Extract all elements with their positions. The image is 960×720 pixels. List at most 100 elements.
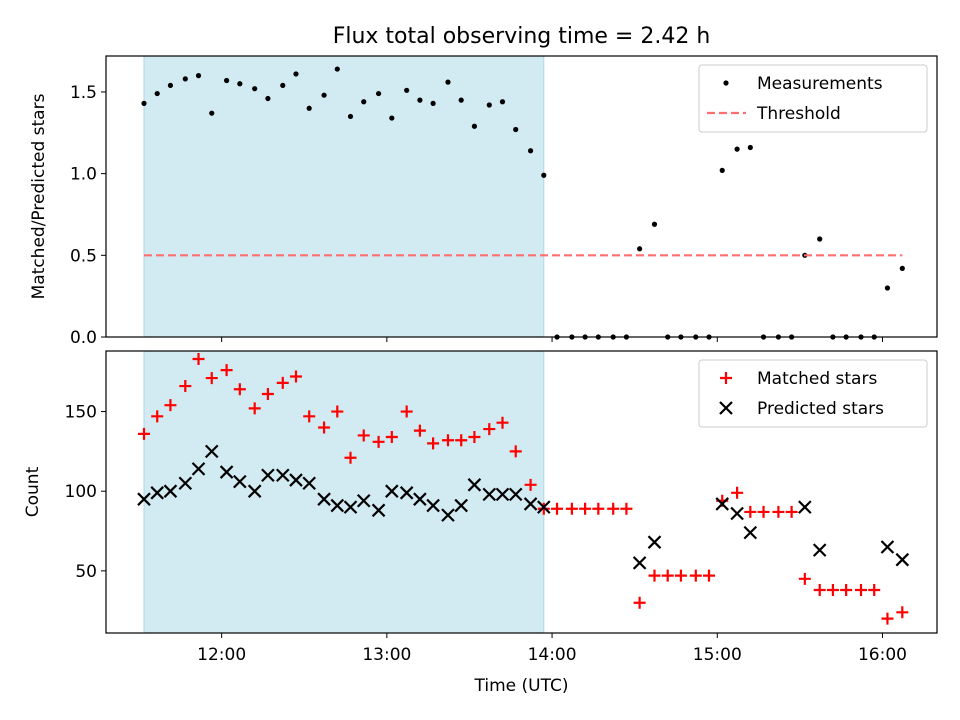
y-tick-label: 0.0: [70, 328, 97, 348]
measurements-point: [471, 123, 478, 129]
legend-box: [698, 359, 928, 428]
measurements-point: [404, 87, 410, 93]
predicted-stars-point: [413, 492, 427, 506]
predicted-stars-point: [330, 498, 345, 513]
measurements-point: [651, 221, 658, 227]
matched-stars-point: [868, 583, 881, 596]
measurements-point: [884, 285, 891, 291]
predicted-stars-point: [895, 552, 910, 567]
matched-stars-point: [151, 410, 164, 423]
measurements-point: [747, 144, 753, 151]
matched-stars-point: [413, 424, 426, 437]
predicted-stars-point: [730, 506, 744, 521]
x-tick-label: 13:00: [362, 645, 411, 665]
predicted-stars-point: [137, 492, 151, 506]
shaded-observing-interval: [143, 350, 545, 634]
legend-label: Threshold: [756, 104, 841, 124]
x-axis-label: Time (UTC): [474, 676, 569, 696]
matched-stars-point: [785, 505, 798, 518]
measurements-point: [237, 81, 243, 87]
y-axis-label: Count: [23, 466, 43, 517]
legend-box: [698, 64, 928, 133]
measurements-point: [334, 66, 340, 72]
matched-stars-point: [318, 421, 331, 434]
measurements-point: [361, 99, 367, 105]
predicted-stars-point: [191, 462, 206, 476]
measurements-point: [445, 79, 451, 85]
matched-stars-point: [551, 502, 564, 515]
predicted-stars-point: [343, 500, 358, 514]
matched-stars-point: [565, 502, 578, 515]
axes-frame: [105, 55, 938, 338]
predicted-stars-point: [356, 493, 371, 508]
y-tick-label: 50: [75, 562, 97, 582]
matched-stars-point: [731, 486, 744, 499]
predicted-stars-point: [880, 540, 895, 554]
axes-frame: [105, 350, 938, 634]
measurements-point: [899, 265, 905, 271]
measurements-point: [306, 105, 312, 111]
matched-stars-point: [840, 583, 853, 596]
legend-predicted-stars-swatch: [719, 401, 733, 415]
bottom-panel-count: 50 100 150 12:00 13:00 14:00 15:00 16:00 Count Ma…: [23, 350, 938, 665]
measurements-point: [417, 97, 423, 103]
y-tick-label: 150: [65, 403, 97, 423]
matched-stars-point: [826, 583, 839, 596]
measurements-point: [265, 95, 271, 102]
legend-label: Predicted stars: [757, 399, 884, 419]
legend-measurements-swatch: [723, 80, 729, 86]
measurements-point: [347, 113, 354, 120]
matched-stars-point: [233, 383, 246, 396]
matched-stars-point: [385, 431, 398, 444]
matched-stars-point: [468, 431, 481, 444]
legend: Measurements Threshold: [698, 64, 928, 133]
matched-stars-point: [689, 569, 702, 582]
predicted-stars-point: [715, 497, 730, 511]
matched-stars-point: [192, 352, 205, 365]
measurements-point: [719, 167, 725, 173]
matched-stars-point: [303, 410, 316, 423]
measurements-point: [817, 236, 823, 242]
measurements-point: [458, 97, 464, 103]
measurements-point: [293, 71, 299, 77]
predicted-stars-point: [385, 484, 399, 498]
predicted-stars-point: [508, 487, 523, 502]
measurements-point: [280, 82, 286, 89]
matched-stars-point: [483, 423, 496, 436]
predicted-stars-point: [426, 498, 440, 513]
matched-stars-point: [220, 364, 233, 377]
legend-label: Measurements: [757, 74, 883, 94]
matched-stars-point: [357, 429, 370, 442]
matched-stars-point: [592, 502, 605, 515]
predicted-stars-point: [812, 543, 827, 557]
matched-stars-point: [137, 427, 150, 440]
measurements-point: [167, 82, 174, 89]
predicted-stars-point: [371, 503, 386, 518]
measurements-point: [209, 110, 215, 116]
matched-stars-point: [248, 402, 261, 415]
chart-title: Flux total observing time = 2.42 h: [333, 24, 711, 49]
predicted-stars-point: [233, 474, 247, 489]
x-tick-label: 16:00: [858, 645, 907, 665]
matched-stars-point: [537, 502, 550, 515]
measurements-point: [182, 76, 188, 82]
measurements-point: [513, 126, 519, 133]
matched-stars-point: [772, 505, 785, 518]
x-tick-label: 12:00: [197, 645, 246, 665]
matched-stars-point: [648, 569, 661, 582]
measurements-point: [389, 115, 395, 121]
measurements-point: [541, 172, 547, 178]
measurements-point: [321, 92, 327, 98]
measurements-point: [637, 246, 643, 252]
matched-stars-point: [205, 372, 218, 385]
matched-stars-point: [455, 434, 468, 447]
predicted-stars-point: [798, 500, 812, 514]
matched-stars-point: [607, 502, 620, 515]
matched-stars-point: [757, 505, 770, 518]
matched-stars-point: [661, 569, 674, 582]
matched-stars-point: [372, 435, 385, 448]
predicted-stars-point: [163, 484, 178, 498]
matched-stars-point: [896, 606, 909, 619]
matched-stars-point: [331, 405, 344, 418]
matched-stars-point: [881, 612, 894, 625]
